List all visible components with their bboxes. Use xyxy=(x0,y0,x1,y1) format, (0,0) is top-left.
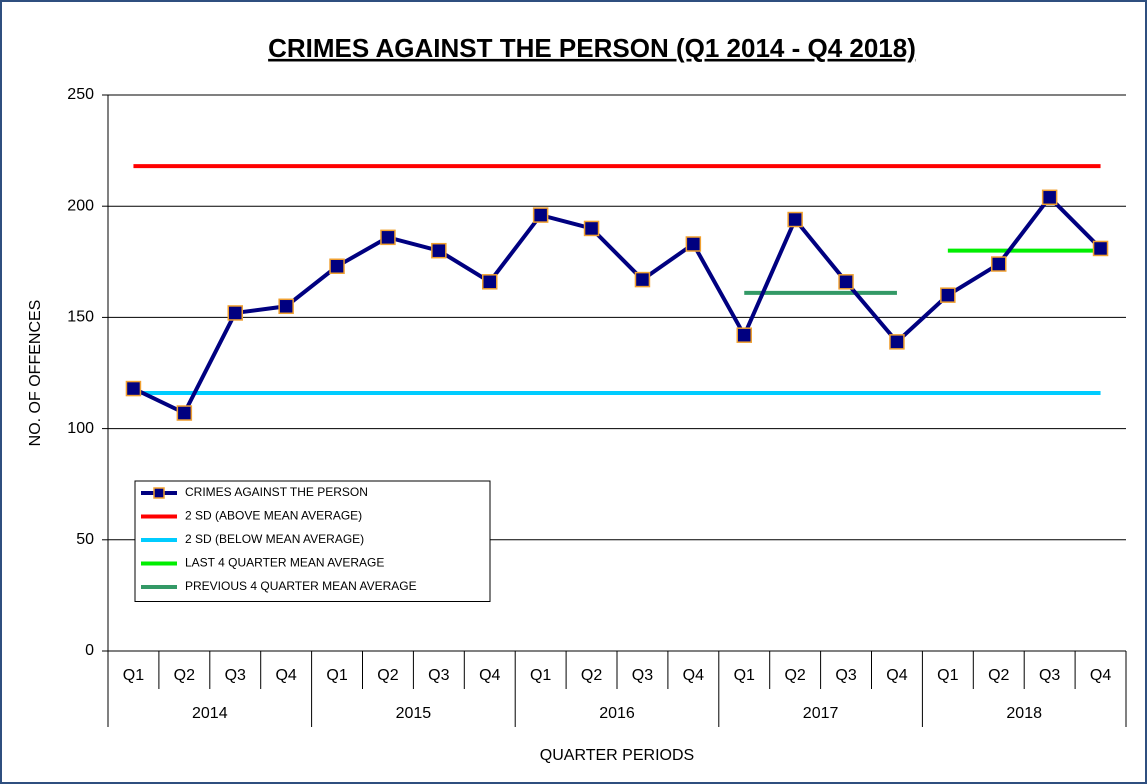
data-point xyxy=(278,298,294,315)
data-point xyxy=(1041,189,1058,206)
x-tick-label: Q2 xyxy=(581,667,602,684)
data-point xyxy=(685,236,702,252)
legend-label: CRIMES AGAINST THE PERSON xyxy=(185,485,368,499)
x-tick-label: Q4 xyxy=(1090,667,1111,684)
legend xyxy=(134,480,491,602)
x-tick-label: Q2 xyxy=(174,667,195,684)
x-tick-label: Q1 xyxy=(123,667,144,684)
x-tick-label: Q4 xyxy=(479,667,500,684)
legend-label: PREVIOUS 4 QUARTER MEAN AVERAGE xyxy=(185,579,417,593)
x-tick-label: Q1 xyxy=(530,667,551,684)
legend-label: 2 SD (BELOW MEAN AVERAGE) xyxy=(185,532,364,546)
legend-label: LAST 4 QUARTER MEAN AVERAGE xyxy=(185,556,384,570)
data-point xyxy=(889,334,905,350)
data-point xyxy=(838,274,854,290)
data-point xyxy=(583,220,600,237)
x-tick-label: Q1 xyxy=(734,667,755,684)
y-tick-label: 50 xyxy=(76,531,94,548)
y-tick-label: 250 xyxy=(67,86,94,103)
x-tick-label: Q4 xyxy=(886,667,907,684)
x-tick-label: Q3 xyxy=(835,667,856,684)
year-label: 2015 xyxy=(396,705,432,722)
year-label: 2018 xyxy=(1006,705,1042,722)
x-tick-label: Q3 xyxy=(428,667,449,684)
legend-marker xyxy=(153,487,165,499)
x-tick-label: Q1 xyxy=(326,667,347,684)
x-tick-label: Q2 xyxy=(377,667,398,684)
x-tick-label: Q4 xyxy=(275,667,296,684)
x-tick-label: Q3 xyxy=(632,667,653,684)
data-point xyxy=(176,405,193,421)
data-point xyxy=(991,256,1007,272)
x-tick-label: Q2 xyxy=(988,667,1009,684)
data-point xyxy=(787,211,803,228)
x-axis-label: QUARTER PERIODS xyxy=(540,747,694,764)
x-tick-label: Q1 xyxy=(937,667,958,684)
year-label: 2014 xyxy=(192,705,228,722)
data-point xyxy=(329,258,345,274)
data-point xyxy=(736,327,752,343)
x-tick-label: Q3 xyxy=(1039,667,1060,684)
data-point xyxy=(634,271,651,288)
y-tick-label: 0 xyxy=(85,642,94,659)
y-tick-label: 100 xyxy=(67,420,94,437)
chart-title: CRIMES AGAINST THE PERSON (Q1 2014 - Q4 … xyxy=(268,33,916,63)
y-tick-label: 150 xyxy=(67,309,94,326)
x-tick-label: Q3 xyxy=(225,667,246,684)
data-point xyxy=(227,305,243,321)
series-line xyxy=(132,194,1102,416)
legend-label: 2 SD (ABOVE MEAN AVERAGE) xyxy=(185,509,362,523)
year-label: 2016 xyxy=(599,705,635,722)
data-point xyxy=(380,229,396,246)
y-tick-label: 200 xyxy=(67,197,94,214)
x-tick-label: Q2 xyxy=(784,667,805,684)
year-label: 2017 xyxy=(803,705,839,722)
x-tick-label: Q4 xyxy=(683,667,704,684)
data-point xyxy=(125,380,142,397)
y-axis-label: NO. OF OFFENCES xyxy=(27,300,44,447)
data-point xyxy=(431,242,447,259)
data-point xyxy=(1092,240,1109,257)
data-point xyxy=(532,207,549,223)
data-point xyxy=(482,274,498,290)
data-point xyxy=(940,287,956,303)
